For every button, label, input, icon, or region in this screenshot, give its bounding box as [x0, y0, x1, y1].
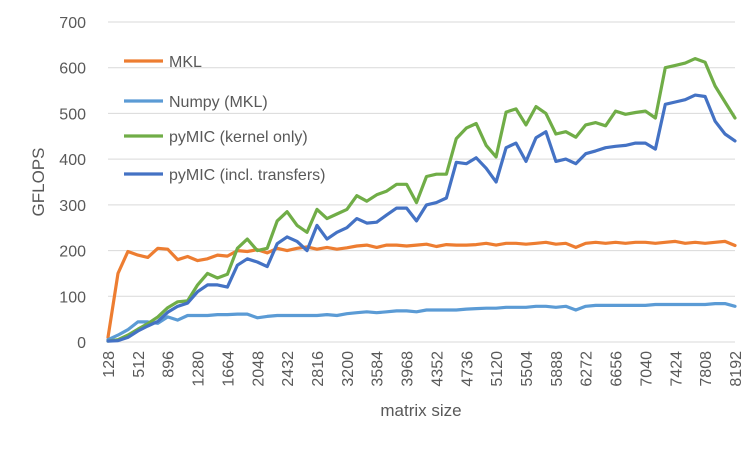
x-tick-label: 7424 [668, 351, 685, 387]
series-line-4 [106, 93, 737, 343]
x-tick-label: 896 [161, 351, 178, 378]
x-tick-label: 2048 [250, 351, 267, 387]
x-axis-ticks: 128 512 896 1280 1664 2048 2432 2816 3200 3584 396… [101, 351, 745, 387]
y-tick-label: 500 [59, 106, 86, 123]
x-tick-label: 2816 [310, 351, 327, 387]
series-line-3 [106, 56, 737, 343]
x-tick-label: 6272 [579, 351, 596, 387]
x-tick-label: 1664 [220, 351, 237, 387]
x-tick-label: 3968 [400, 351, 417, 387]
y-tick-label: 400 [59, 152, 86, 169]
y-tick-label: 700 [59, 15, 86, 32]
x-tick-label: 5120 [489, 351, 506, 387]
legend: MKL Numpy (MKL) pyMIC (kernel only) pyMIC (… [124, 54, 325, 184]
gridlines [108, 21, 735, 297]
y-tick-label: 100 [59, 289, 86, 306]
x-tick-label: 2432 [280, 351, 297, 387]
x-tick-label: 3584 [370, 351, 387, 387]
x-axis-title: matrix size [380, 401, 461, 420]
x-tick-label: 512 [131, 351, 148, 378]
legend-label: Numpy (MKL) [169, 94, 268, 111]
x-tick-label: 6656 [609, 351, 626, 387]
x-tick-label: 4736 [459, 351, 476, 387]
y-axis-title: GFLOPS [29, 148, 48, 217]
x-tick-label: 5504 [519, 351, 536, 387]
x-tick-label: 128 [101, 351, 118, 378]
legend-label: pyMIC (incl. transfers) [169, 167, 325, 184]
y-axis-ticks: 0 100 200 300 400 500 600 700 [59, 15, 86, 352]
series-line-2 [106, 302, 737, 342]
legend-label: MKL [169, 54, 202, 71]
x-tick-label: 1280 [191, 351, 208, 387]
y-tick-label: 600 [59, 61, 86, 78]
y-tick-label: 300 [59, 198, 86, 215]
x-tick-label: 7040 [638, 351, 655, 387]
series-lines [106, 56, 737, 343]
legend-label: pyMIC (kernel only) [169, 129, 308, 146]
series-line-1 [106, 239, 737, 339]
x-tick-label: 7808 [698, 351, 715, 387]
x-tick-label: 4352 [429, 351, 446, 387]
y-tick-label: 0 [77, 335, 86, 352]
x-tick-label: 5888 [549, 351, 566, 387]
x-tick-label: 8192 [728, 351, 745, 387]
y-tick-label: 200 [59, 244, 86, 261]
x-tick-label: 3200 [340, 351, 357, 387]
